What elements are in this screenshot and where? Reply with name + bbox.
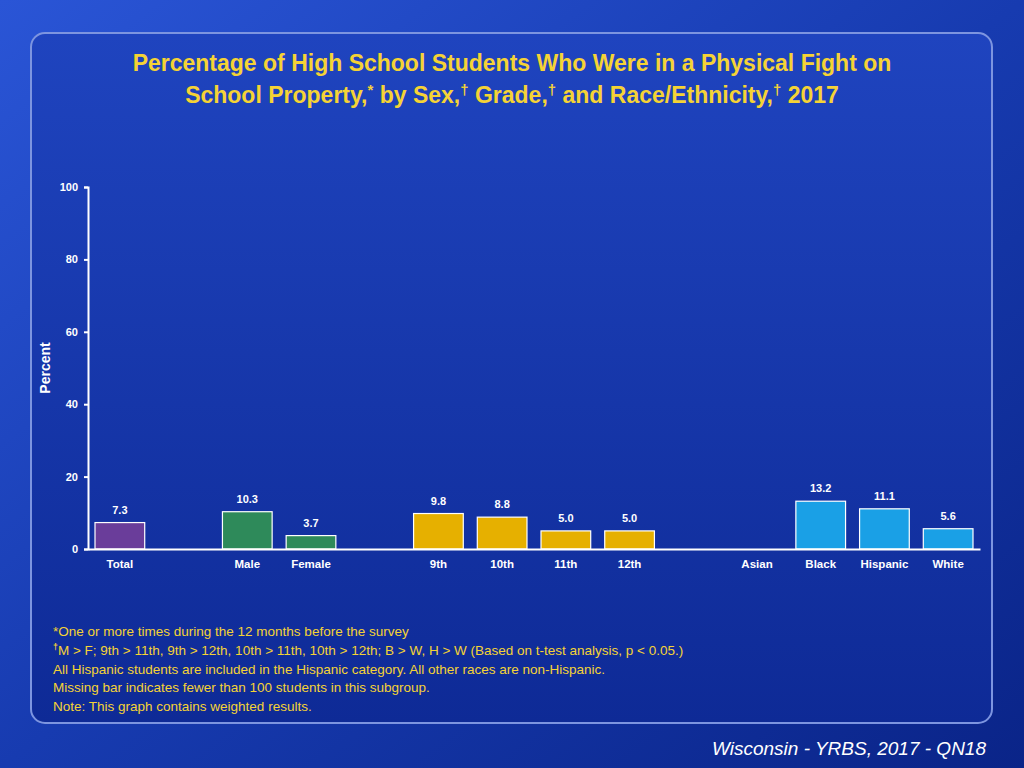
source: Wisconsin - YRBS, 2017 - QN18	[712, 738, 986, 759]
bar	[605, 531, 655, 549]
y-tick-mark	[84, 331, 88, 333]
x-tick-label: Male	[234, 558, 260, 570]
x-tick-label: Total	[107, 558, 134, 570]
x-tick: Male	[234, 558, 260, 570]
bars	[95, 501, 973, 549]
title: Percentage of High School Students Who W…	[133, 50, 892, 76]
y-tick: 40	[66, 398, 88, 410]
x-axis: Total Male Female 9th 10th 11th 12th Asian Black…	[89, 550, 981, 571]
footnote: †M > F; 9th > 11th, 9th > 12th, 10th > 1…	[53, 642, 683, 658]
data-label: 10.3	[237, 493, 258, 505]
y-tick: 20	[66, 471, 88, 483]
x-tick: 10th	[490, 558, 514, 570]
x-tick-label: 10th	[490, 558, 514, 570]
bar	[95, 523, 145, 549]
y-tick-label: 0	[72, 543, 78, 555]
data-labels: 7.3 10.3 3.7 9.8 8.8 5.0 5.0 13.2 11.1 5.6	[112, 482, 956, 528]
x-tick: Total	[107, 558, 134, 570]
bar	[541, 531, 591, 549]
data-label: 13.2	[810, 482, 831, 494]
y-tick-label: 20	[66, 471, 78, 483]
data-label: 8.8	[494, 498, 509, 510]
y-axis-line	[84, 188, 89, 550]
x-tick: Hispanic	[860, 558, 909, 570]
x-tick-label: Asian	[741, 558, 772, 570]
x-tick: 12th	[618, 558, 642, 570]
y-tick-label: 40	[66, 398, 78, 410]
bar	[222, 512, 272, 549]
y-tick: 100	[60, 181, 88, 193]
footnote: *One or more times during the 12 months …	[53, 624, 409, 639]
data-label: 7.3	[112, 504, 127, 516]
chart: Percentage of High School Students Who W…	[0, 0, 1024, 768]
bar	[286, 536, 336, 549]
data-label: 11.1	[874, 490, 895, 502]
x-tick-label: 12th	[618, 558, 642, 570]
data-label: 5.6	[940, 510, 955, 522]
bar	[477, 517, 527, 549]
data-label: 3.7	[303, 517, 318, 529]
x-tick: Female	[291, 558, 331, 570]
x-tick-label: Black	[805, 558, 836, 570]
y-tick-mark	[84, 259, 88, 261]
x-tick: Asian	[741, 558, 772, 570]
title: School Property,* by Sex,† Grade,† and R…	[185, 81, 839, 109]
y-axis-title: Percent	[37, 342, 53, 394]
y-tick-label: 60	[66, 326, 78, 338]
y-tick: 80	[66, 253, 88, 265]
bar	[796, 501, 846, 549]
y-tick-mark	[84, 187, 88, 189]
x-tick-label: Female	[291, 558, 331, 570]
x-tick-label: White	[932, 558, 963, 570]
y-tick-label: 100	[60, 181, 78, 193]
panel	[31, 33, 992, 723]
x-tick: 11th	[554, 558, 577, 570]
footnote: Note: This graph contains weighted resul…	[53, 699, 312, 714]
y-tick-label: 80	[66, 253, 78, 265]
y-tick: 0	[72, 543, 88, 555]
bar	[923, 529, 973, 549]
background	[0, 0, 1024, 768]
y-axis: 0 20 40 60 80 100	[60, 181, 89, 555]
y-tick-mark	[84, 404, 88, 406]
bar	[414, 514, 464, 549]
x-tick: White	[932, 558, 963, 570]
x-tick: Black	[805, 558, 836, 570]
footnote: All Hispanic students are included in th…	[53, 662, 605, 677]
data-label: 9.8	[431, 495, 446, 507]
y-tick-mark	[84, 476, 88, 478]
data-label: 5.0	[558, 512, 573, 524]
bar	[860, 509, 910, 549]
y-tick-mark	[84, 549, 88, 551]
x-tick-label: Hispanic	[860, 558, 909, 570]
y-tick: 60	[66, 326, 88, 338]
x-tick-label: 11th	[554, 558, 577, 570]
x-tick: 9th	[430, 558, 447, 570]
x-axis-line	[89, 549, 981, 551]
x-tick-label: 9th	[430, 558, 447, 570]
footnote: Missing bar indicates fewer than 100 stu…	[53, 680, 430, 695]
data-label: 5.0	[622, 512, 637, 524]
